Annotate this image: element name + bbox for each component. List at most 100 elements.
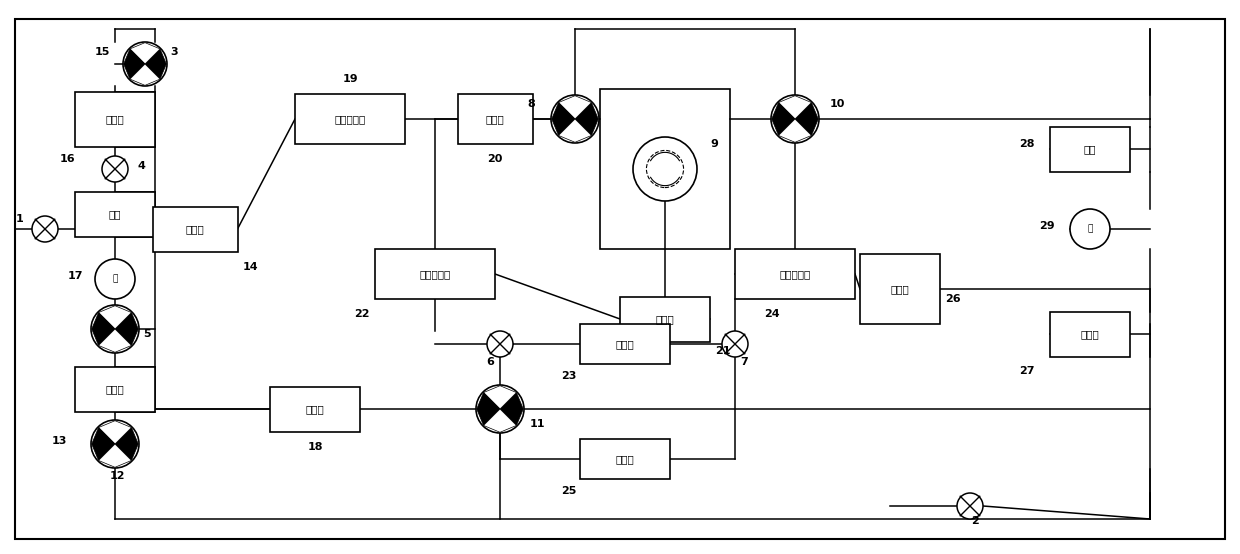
Text: 预热器: 预热器 — [186, 224, 205, 234]
Polygon shape — [98, 444, 131, 467]
FancyBboxPatch shape — [458, 94, 532, 144]
FancyBboxPatch shape — [270, 387, 360, 432]
Text: 内部换热器: 内部换热器 — [780, 269, 811, 279]
Text: 8: 8 — [527, 99, 534, 109]
Text: 4: 4 — [136, 161, 145, 171]
Circle shape — [91, 305, 139, 353]
Polygon shape — [98, 329, 131, 352]
Polygon shape — [145, 49, 166, 79]
Text: 电池包: 电池包 — [1080, 329, 1100, 339]
Polygon shape — [779, 119, 811, 142]
Polygon shape — [575, 102, 598, 136]
Circle shape — [487, 331, 513, 357]
Text: 22: 22 — [355, 309, 370, 319]
Polygon shape — [484, 409, 517, 432]
Text: 15: 15 — [94, 47, 110, 57]
Circle shape — [722, 331, 748, 357]
Text: 膨胀阀: 膨胀阀 — [615, 339, 635, 349]
Text: 2: 2 — [971, 516, 978, 526]
Polygon shape — [92, 428, 115, 460]
Circle shape — [957, 493, 983, 519]
Text: 24: 24 — [764, 309, 780, 319]
Text: 3: 3 — [170, 47, 177, 57]
Polygon shape — [124, 49, 145, 79]
Circle shape — [632, 137, 697, 201]
Polygon shape — [130, 43, 160, 64]
Text: 水箱: 水箱 — [1084, 144, 1096, 154]
Circle shape — [771, 95, 818, 143]
Text: 7: 7 — [740, 357, 748, 367]
Polygon shape — [779, 96, 811, 119]
Polygon shape — [98, 306, 131, 329]
Polygon shape — [795, 102, 818, 136]
Text: 10: 10 — [830, 99, 846, 109]
FancyBboxPatch shape — [74, 367, 155, 412]
Circle shape — [91, 420, 139, 468]
Text: 外部换热器: 外部换热器 — [419, 269, 450, 279]
Circle shape — [1070, 209, 1110, 249]
Polygon shape — [558, 119, 591, 142]
FancyBboxPatch shape — [374, 249, 495, 299]
Text: 29: 29 — [1039, 221, 1055, 231]
Text: 压缩机: 压缩机 — [305, 404, 325, 414]
Circle shape — [476, 385, 525, 433]
Polygon shape — [500, 393, 523, 425]
Polygon shape — [98, 420, 131, 444]
FancyBboxPatch shape — [74, 91, 155, 146]
Polygon shape — [484, 386, 517, 409]
FancyBboxPatch shape — [620, 296, 711, 341]
Text: 21: 21 — [715, 346, 730, 357]
Text: 9: 9 — [711, 139, 718, 149]
Text: 12: 12 — [109, 471, 125, 481]
Polygon shape — [476, 393, 500, 425]
FancyBboxPatch shape — [15, 19, 1225, 539]
Text: 膨胀阀: 膨胀阀 — [615, 454, 635, 464]
Text: 5: 5 — [143, 329, 150, 339]
Polygon shape — [115, 428, 139, 460]
Text: 6: 6 — [486, 357, 494, 367]
Text: 17: 17 — [67, 271, 83, 281]
FancyBboxPatch shape — [861, 254, 940, 324]
Text: 13: 13 — [52, 436, 67, 446]
Text: 泵: 泵 — [1087, 224, 1092, 233]
Text: 27: 27 — [1019, 367, 1035, 377]
FancyBboxPatch shape — [580, 439, 670, 479]
Text: 压缩机: 压缩机 — [656, 314, 675, 324]
Text: 14: 14 — [243, 261, 258, 271]
Text: 26: 26 — [945, 294, 961, 304]
Text: 19: 19 — [342, 74, 358, 84]
Circle shape — [123, 42, 167, 86]
Polygon shape — [92, 312, 115, 346]
Text: 28: 28 — [1019, 139, 1035, 149]
Text: 泵: 泵 — [113, 274, 118, 284]
FancyBboxPatch shape — [295, 94, 405, 144]
FancyBboxPatch shape — [1050, 126, 1130, 172]
Text: 20: 20 — [487, 154, 502, 164]
Text: 膨胀机: 膨胀机 — [486, 114, 505, 124]
FancyBboxPatch shape — [1050, 311, 1130, 357]
FancyBboxPatch shape — [580, 324, 670, 364]
Circle shape — [95, 259, 135, 299]
Text: 16: 16 — [60, 154, 74, 164]
Circle shape — [102, 156, 128, 182]
FancyBboxPatch shape — [153, 207, 238, 252]
Text: 尾气换热器: 尾气换热器 — [335, 114, 366, 124]
Circle shape — [551, 95, 599, 143]
Polygon shape — [552, 102, 575, 136]
FancyBboxPatch shape — [74, 192, 155, 237]
Text: 25: 25 — [562, 486, 577, 496]
Circle shape — [32, 216, 58, 242]
Text: 11: 11 — [529, 419, 546, 429]
Text: 18: 18 — [308, 442, 322, 452]
Polygon shape — [130, 64, 160, 85]
Polygon shape — [771, 102, 795, 136]
Text: 1: 1 — [15, 214, 24, 224]
Text: 冷却器: 冷却器 — [890, 284, 909, 294]
Text: 发动机: 发动机 — [105, 384, 124, 394]
Polygon shape — [115, 312, 139, 346]
Polygon shape — [558, 96, 591, 119]
Text: 冷凝器: 冷凝器 — [105, 114, 124, 124]
FancyBboxPatch shape — [735, 249, 856, 299]
Text: 23: 23 — [562, 371, 577, 381]
Text: 水箱: 水箱 — [109, 209, 122, 219]
